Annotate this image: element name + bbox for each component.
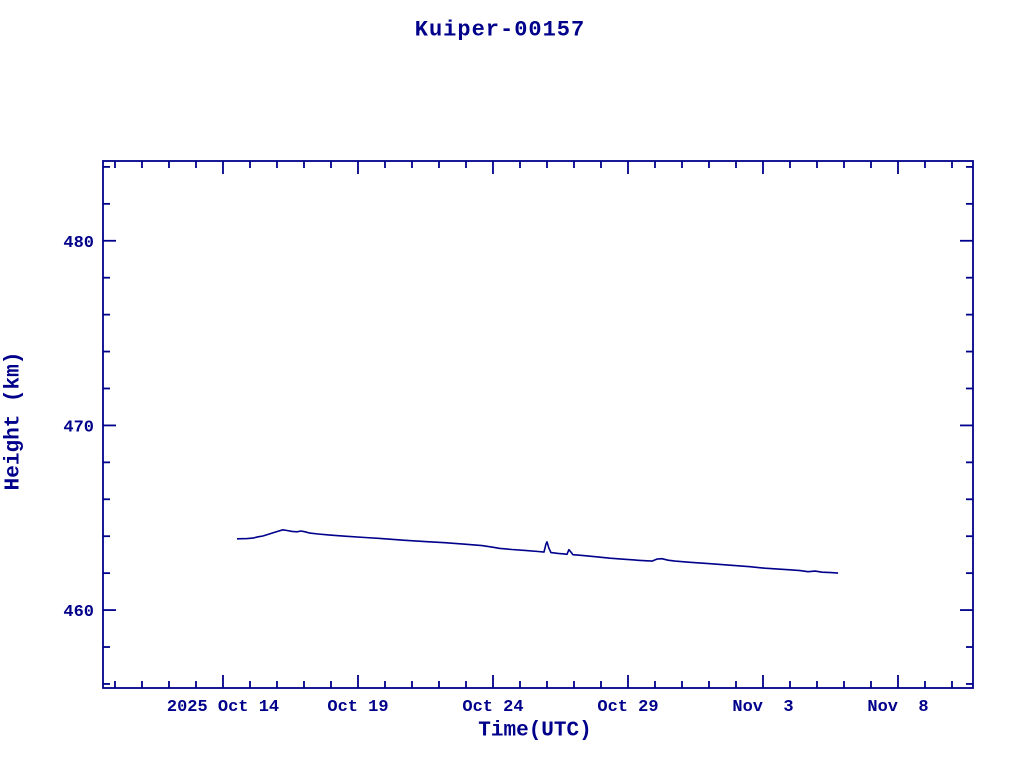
y-tick-label: 480 xyxy=(63,234,94,253)
y-tick-label: 470 xyxy=(63,418,94,437)
x-tick-label: Nov 3 xyxy=(732,698,793,717)
x-tick-label: 2025 Oct 14 xyxy=(167,698,279,717)
x-tick-label: Oct 19 xyxy=(327,698,388,717)
x-axis-label: Time(UTC) xyxy=(478,719,592,743)
chart-title: Kuiper-00157 xyxy=(414,17,586,43)
x-tick-label: Nov 8 xyxy=(867,698,928,717)
x-tick-label: Oct 29 xyxy=(597,698,658,717)
x-tick-label: Oct 24 xyxy=(462,698,523,717)
y-tick-label: 460 xyxy=(63,603,94,622)
plot-border xyxy=(102,160,974,689)
height-series-line xyxy=(236,528,839,574)
y-axis-label: Height (km) xyxy=(2,351,26,491)
